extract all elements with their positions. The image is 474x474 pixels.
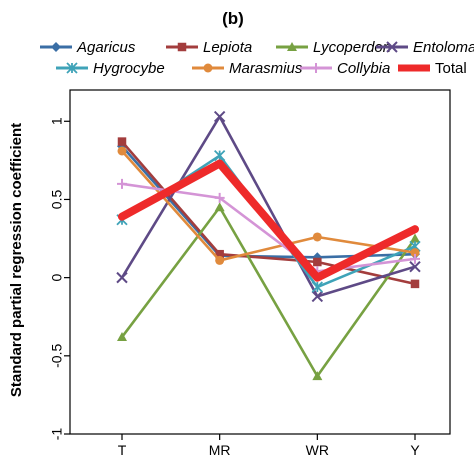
series-marasmius (117, 146, 420, 265)
y-tick-label: -0.5 (49, 344, 65, 368)
x-tick-label: WR (306, 442, 329, 458)
data-point (66, 62, 78, 74)
x-tick-label: MR (209, 442, 231, 458)
data-point (386, 41, 398, 53)
data-point (116, 271, 128, 284)
y-tick-label: 1 (49, 117, 65, 125)
legend-entry-agaricus: Agaricus (40, 39, 136, 56)
data-point (311, 281, 323, 293)
series-line (120, 205, 417, 378)
axes: -1 -0.5 0 0.5 1 T MR WR Y (49, 89, 451, 458)
legend-label: Marasmius (229, 60, 303, 77)
series-line (120, 115, 417, 298)
x-tick-label: T (118, 442, 127, 458)
chart-title: (b) (222, 9, 244, 28)
y-axis-label: Standard partial regression coefficient (8, 123, 25, 397)
series-lepiota (117, 137, 420, 289)
data-point (410, 253, 420, 264)
legend-entry-entoloma: Entoloma (376, 39, 474, 56)
legend-label: Entoloma (413, 39, 474, 56)
legend-label: Hygrocybe (93, 60, 165, 77)
series-entoloma (116, 110, 421, 303)
data-point (213, 110, 226, 123)
data-point (215, 255, 225, 265)
legend-entry-total: Total (398, 60, 467, 77)
data-point (117, 137, 127, 146)
legend-label: Collybia (337, 60, 390, 77)
data-point (311, 290, 324, 303)
legend: Agaricus Lepiota Lycoperdon Entoloma Hygrocy… (40, 39, 474, 77)
x-tick-label: Y (410, 442, 420, 458)
data-point (117, 178, 127, 189)
data-point (214, 150, 226, 162)
legend-entry-collybia: Collybia (300, 60, 390, 77)
y-tick-label: 0 (49, 274, 65, 282)
legend-label: Agaricus (76, 39, 136, 56)
data-point (215, 249, 224, 259)
data-point (311, 63, 321, 73)
data-point (410, 279, 420, 289)
series-total (118, 159, 419, 282)
legend-label: Total (435, 60, 467, 77)
data-point (51, 42, 61, 52)
plot-frame (69, 89, 451, 435)
series-agaricus (117, 141, 420, 263)
data-point (117, 146, 127, 156)
data-point (203, 63, 213, 73)
series-line (120, 140, 417, 286)
data-point (409, 260, 421, 273)
data-point (410, 233, 420, 243)
legend-entry-hygrocybe: Hygrocybe (56, 60, 165, 77)
series-lycoperdon (117, 202, 420, 381)
y-tick-label: -1 (49, 428, 65, 441)
series-line (120, 149, 417, 262)
series-line (118, 159, 419, 282)
series-lines (116, 110, 421, 381)
data-point (117, 332, 127, 342)
data-point (313, 257, 322, 267)
data-point (214, 202, 225, 212)
data-point (312, 232, 322, 242)
data-point (177, 42, 187, 52)
legend-label: Lepiota (203, 39, 252, 56)
data-point (312, 371, 323, 381)
y-tick-label: 0.5 (49, 190, 65, 210)
legend-entry-marasmius: Marasmius (192, 60, 303, 77)
data-point (214, 192, 225, 203)
legend-entry-lepiota: Lepiota (166, 39, 252, 56)
data-point (410, 248, 420, 258)
legend-entry-lycoperdon: Lycoperdon (276, 39, 391, 56)
data-point (287, 42, 297, 51)
legend-label: Lycoperdon (313, 39, 391, 56)
